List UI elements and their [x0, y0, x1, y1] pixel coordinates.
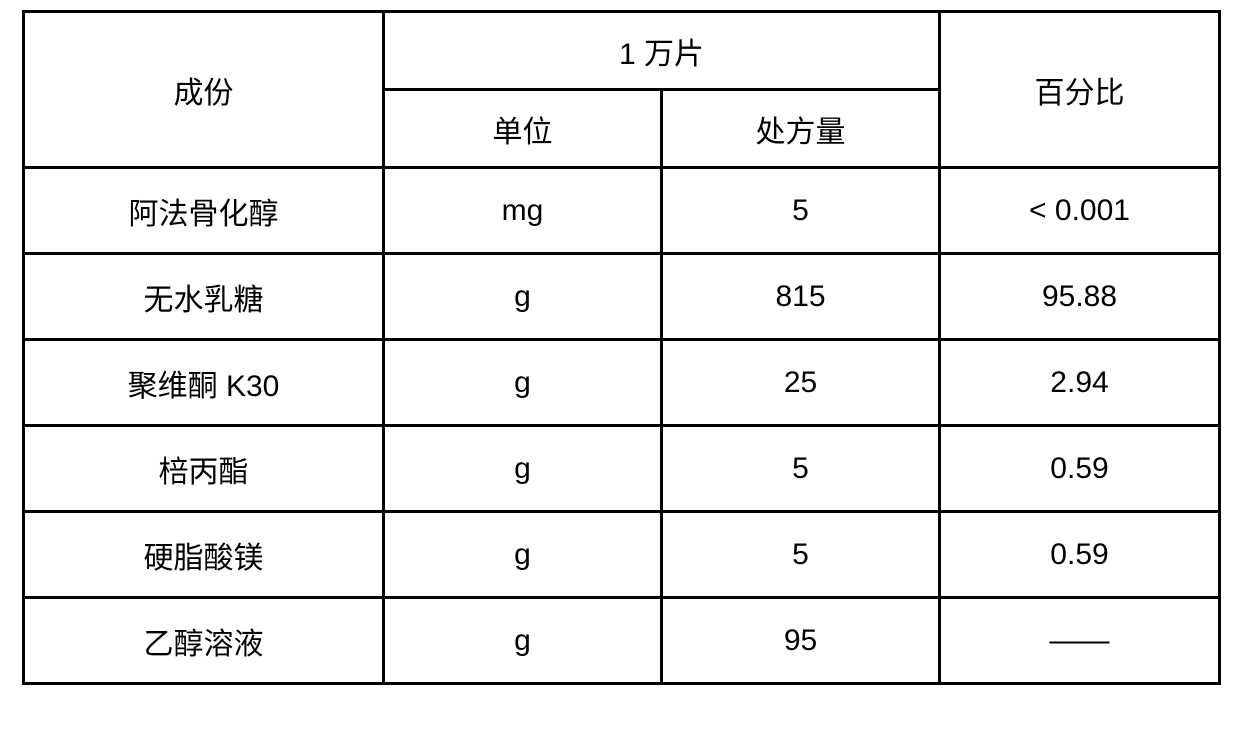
cell-amount: 25: [662, 340, 940, 426]
cell-unit: g: [384, 254, 662, 340]
cell-unit: g: [384, 426, 662, 512]
cell-unit: g: [384, 598, 662, 684]
table-row: 无水乳糖 g 815 95.88: [24, 254, 1220, 340]
cell-unit: g: [384, 512, 662, 598]
col-header-group-10k: 1 万片: [384, 12, 940, 90]
cell-ingredient: 棓丙酯: [24, 426, 384, 512]
table-row: 乙醇溶液 g 95 ——: [24, 598, 1220, 684]
cell-percent: 0.59: [940, 512, 1220, 598]
table-row: 棓丙酯 g 5 0.59: [24, 426, 1220, 512]
cell-amount: 815: [662, 254, 940, 340]
cell-percent: 2.94: [940, 340, 1220, 426]
cell-ingredient: 阿法骨化醇: [24, 168, 384, 254]
formulation-table-wrapper: 成份 1 万片 百分比 单位 处方量 阿法骨化醇 mg 5 < 0.001 无水…: [22, 10, 1218, 685]
col-header-unit: 单位: [384, 90, 662, 168]
table-row: 聚维酮 K30 g 25 2.94: [24, 340, 1220, 426]
col-header-amount: 处方量: [662, 90, 940, 168]
cell-unit: mg: [384, 168, 662, 254]
cell-percent: < 0.001: [940, 168, 1220, 254]
table-row: 阿法骨化醇 mg 5 < 0.001: [24, 168, 1220, 254]
col-header-percent: 百分比: [940, 12, 1220, 168]
cell-ingredient: 乙醇溶液: [24, 598, 384, 684]
cell-amount: 5: [662, 512, 940, 598]
cell-amount: 5: [662, 168, 940, 254]
cell-unit: g: [384, 340, 662, 426]
cell-amount: 5: [662, 426, 940, 512]
formulation-table: 成份 1 万片 百分比 单位 处方量 阿法骨化醇 mg 5 < 0.001 无水…: [22, 10, 1221, 685]
cell-percent: 0.59: [940, 426, 1220, 512]
cell-amount: 95: [662, 598, 940, 684]
table-row: 硬脂酸镁 g 5 0.59: [24, 512, 1220, 598]
cell-ingredient: 硬脂酸镁: [24, 512, 384, 598]
col-header-ingredient: 成份: [24, 12, 384, 168]
cell-percent: ——: [940, 598, 1220, 684]
cell-ingredient: 聚维酮 K30: [24, 340, 384, 426]
cell-percent: 95.88: [940, 254, 1220, 340]
cell-ingredient: 无水乳糖: [24, 254, 384, 340]
